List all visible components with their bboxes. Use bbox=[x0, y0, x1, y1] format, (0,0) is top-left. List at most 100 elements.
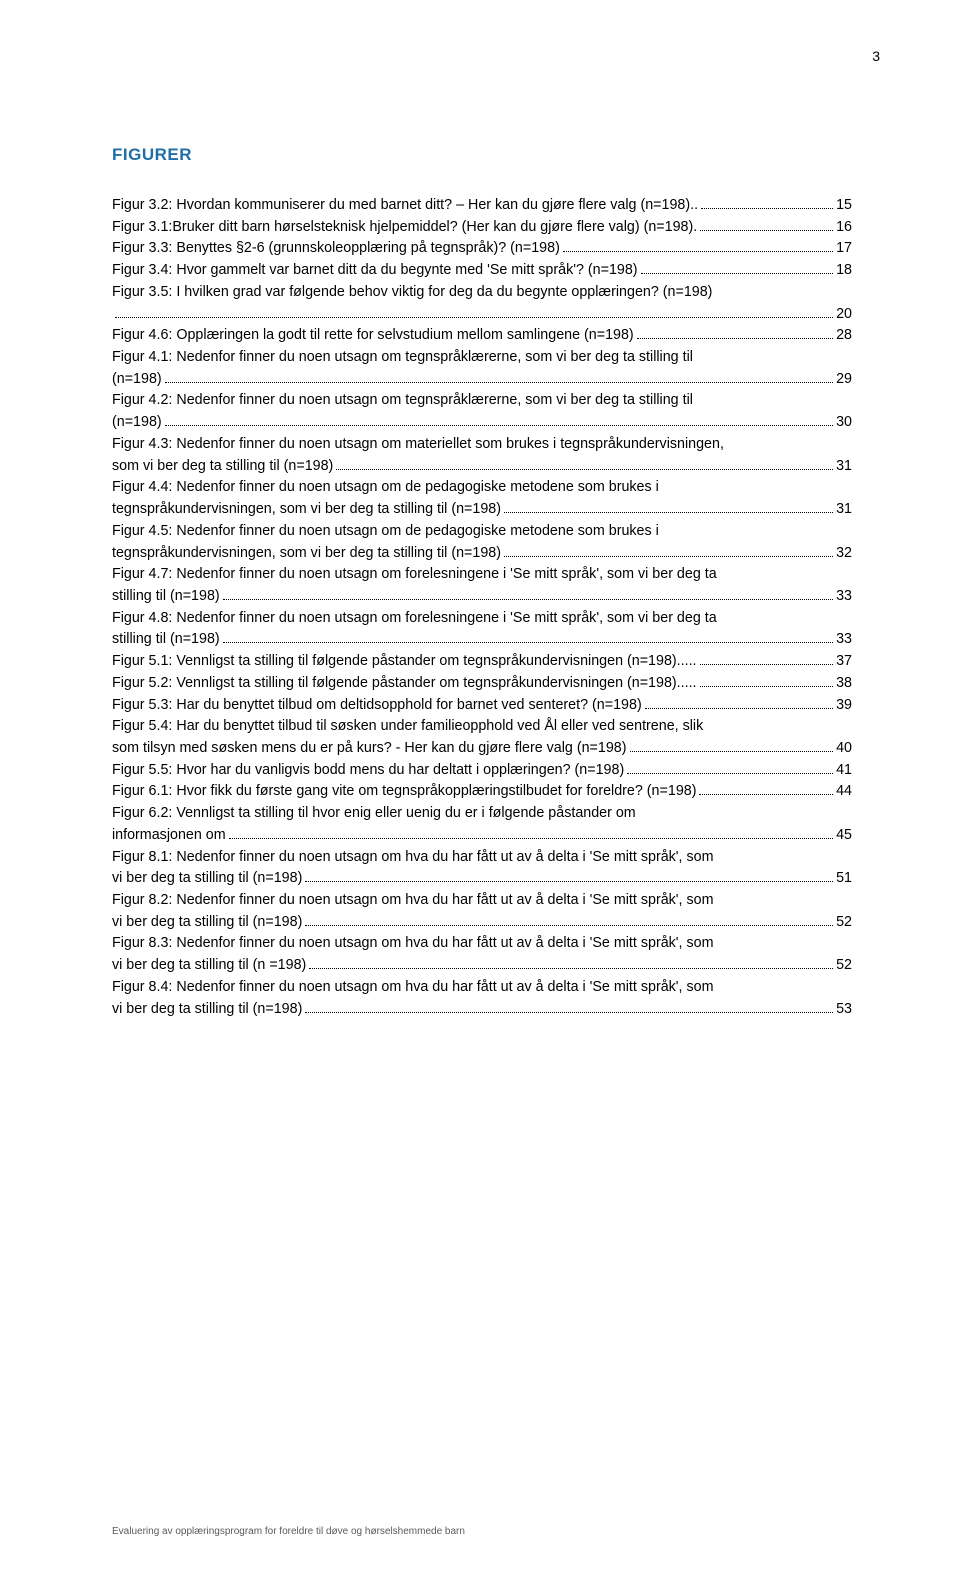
toc-entry: Figur 4.1: Nedenfor finner du noen utsag… bbox=[112, 347, 852, 369]
toc-entry: Figur 5.2: Vennligst ta stilling til føl… bbox=[112, 673, 852, 695]
toc-leader-dots bbox=[637, 325, 833, 339]
toc-leader-dots bbox=[305, 868, 833, 882]
toc-entry-page: 20 bbox=[836, 304, 852, 326]
toc-entry-text: Figur 4.1: Nedenfor finner du noen utsag… bbox=[112, 347, 693, 369]
toc-entry-page: 15 bbox=[836, 195, 852, 217]
toc-entry-text: Figur 3.2: Hvordan kommuniserer du med b… bbox=[112, 195, 698, 217]
toc-leader-dots bbox=[165, 369, 833, 383]
toc-entry-text: Figur 8.2: Nedenfor finner du noen utsag… bbox=[112, 890, 714, 912]
toc-entry-page: 29 bbox=[836, 369, 852, 391]
toc-leader-dots bbox=[223, 586, 833, 600]
toc-entry-page: 30 bbox=[836, 412, 852, 434]
toc-entry-text: Figur 4.6: Opplæringen la godt til rette… bbox=[112, 325, 634, 347]
toc-entry-page: 53 bbox=[836, 999, 852, 1021]
footer-text: Evaluering av opplæringsprogram for fore… bbox=[112, 1526, 465, 1537]
toc-entry-text: Figur 8.1: Nedenfor finner du noen utsag… bbox=[112, 847, 714, 869]
toc-entry-text: Figur 3.3: Benyttes §2-6 (grunnskoleoppl… bbox=[112, 238, 560, 260]
toc-entry: Figur 3.5: I hvilken grad var følgende b… bbox=[112, 282, 852, 304]
toc-entry-text: informasjonen om bbox=[112, 825, 226, 847]
toc-leader-dots bbox=[700, 217, 833, 231]
toc-leader-dots bbox=[504, 543, 833, 557]
toc-entry: Figur 6.1: Hvor fikk du første gang vite… bbox=[112, 781, 852, 803]
toc-entry: Figur 8.2: Nedenfor finner du noen utsag… bbox=[112, 890, 852, 912]
toc-entry-text: tegnspråkundervisningen, som vi ber deg … bbox=[112, 499, 501, 521]
toc-leader-dots bbox=[701, 195, 833, 209]
toc-entry-text: Figur 4.4: Nedenfor finner du noen utsag… bbox=[112, 477, 659, 499]
toc-entry-page: 31 bbox=[836, 499, 852, 521]
toc-leader-dots bbox=[627, 760, 833, 774]
toc-entry-text: Figur 4.2: Nedenfor finner du noen utsag… bbox=[112, 390, 693, 412]
toc-entry-text: vi ber deg ta stilling til (n=198) bbox=[112, 868, 302, 890]
toc-entry: vi ber deg ta stilling til (n =198) 52 bbox=[112, 955, 852, 977]
toc-entry-text: Figur 6.1: Hvor fikk du første gang vite… bbox=[112, 781, 696, 803]
toc-leader-dots bbox=[229, 825, 833, 839]
toc-entry-text: Figur 4.5: Nedenfor finner du noen utsag… bbox=[112, 521, 659, 543]
toc-entry: Figur 3.2: Hvordan kommuniserer du med b… bbox=[112, 195, 852, 217]
toc-leader-dots bbox=[641, 260, 834, 274]
toc-leader-dots bbox=[700, 651, 834, 665]
toc-entry-text: Figur 5.2: Vennligst ta stilling til føl… bbox=[112, 673, 697, 695]
toc-entry: Figur 5.4: Har du benyttet tilbud til sø… bbox=[112, 716, 852, 738]
toc-entry-text: Figur 4.7: Nedenfor finner du noen utsag… bbox=[112, 564, 717, 586]
toc-leader-dots bbox=[223, 630, 833, 644]
toc-entry: som tilsyn med søsken mens du er på kurs… bbox=[112, 738, 852, 760]
toc-entry: Figur 3.1:Bruker ditt barn hørselsteknis… bbox=[112, 217, 852, 239]
toc-entry-text: stilling til (n=198) bbox=[112, 629, 220, 651]
toc-leader-dots bbox=[630, 738, 834, 752]
toc-entry-text: stilling til (n=198) bbox=[112, 586, 220, 608]
toc-entry-text: Figur 5.1: Vennligst ta stilling til føl… bbox=[112, 651, 697, 673]
toc-entry-page: 52 bbox=[836, 912, 852, 934]
toc-entry: tegnspråkundervisningen, som vi ber deg … bbox=[112, 499, 852, 521]
toc-leader-dots bbox=[336, 456, 833, 470]
toc-entry: stilling til (n=198) 33 bbox=[112, 586, 852, 608]
toc-leader-dots bbox=[645, 695, 833, 709]
toc-entry-page: 17 bbox=[836, 238, 852, 260]
toc-entry-page: 41 bbox=[836, 760, 852, 782]
toc-entry: Figur 4.2: Nedenfor finner du noen utsag… bbox=[112, 390, 852, 412]
toc-entry-page: 18 bbox=[836, 260, 852, 282]
toc-entry: stilling til (n=198) 33 bbox=[112, 629, 852, 651]
toc-entry: 20 bbox=[112, 304, 852, 326]
toc-entry-text: Figur 3.4: Hvor gammelt var barnet ditt … bbox=[112, 260, 638, 282]
toc-leader-dots bbox=[309, 955, 833, 969]
content-area: FIGURER Figur 3.2: Hvordan kommuniserer … bbox=[112, 145, 852, 1020]
toc-entry: Figur 8.3: Nedenfor finner du noen utsag… bbox=[112, 933, 852, 955]
toc-entry-text: Figur 8.4: Nedenfor finner du noen utsag… bbox=[112, 977, 714, 999]
toc-entry-text: Figur 5.4: Har du benyttet tilbud til sø… bbox=[112, 716, 703, 738]
toc-entry-page: 31 bbox=[836, 456, 852, 478]
toc-entry-page: 33 bbox=[836, 629, 852, 651]
toc-entry: Figur 4.3: Nedenfor finner du noen utsag… bbox=[112, 434, 852, 456]
toc-entry-text: tegnspråkundervisningen, som vi ber deg … bbox=[112, 543, 501, 565]
page-number: 3 bbox=[872, 48, 880, 64]
toc-entry: Figur 4.8: Nedenfor finner du noen utsag… bbox=[112, 608, 852, 630]
toc-entry-text: Figur 5.3: Har du benyttet tilbud om del… bbox=[112, 695, 642, 717]
toc-entry: Figur 4.7: Nedenfor finner du noen utsag… bbox=[112, 564, 852, 586]
toc-entry-page: 32 bbox=[836, 543, 852, 565]
toc-entry-page: 40 bbox=[836, 738, 852, 760]
toc-entry: Figur 5.1: Vennligst ta stilling til føl… bbox=[112, 651, 852, 673]
toc-leader-dots bbox=[699, 782, 833, 796]
toc-entry-text: (n=198) bbox=[112, 369, 162, 391]
toc-entry-page: 38 bbox=[836, 673, 852, 695]
toc-leader-dots bbox=[305, 999, 833, 1013]
toc-entry-page: 16 bbox=[836, 217, 852, 239]
toc-entry-page: 37 bbox=[836, 651, 852, 673]
toc-leader-dots bbox=[504, 499, 833, 513]
toc-entry-page: 45 bbox=[836, 825, 852, 847]
toc-entry-page: 44 bbox=[836, 781, 852, 803]
toc-entry-page: 39 bbox=[836, 695, 852, 717]
toc-entry: Figur 4.5: Nedenfor finner du noen utsag… bbox=[112, 521, 852, 543]
toc-leader-dots bbox=[165, 412, 833, 426]
toc-entry-text: vi ber deg ta stilling til (n=198) bbox=[112, 912, 302, 934]
toc-entry: Figur 4.4: Nedenfor finner du noen utsag… bbox=[112, 477, 852, 499]
toc-entry: vi ber deg ta stilling til (n=198) 52 bbox=[112, 912, 852, 934]
toc-entry-text: vi ber deg ta stilling til (n =198) bbox=[112, 955, 306, 977]
toc-entry-text: Figur 4.8: Nedenfor finner du noen utsag… bbox=[112, 608, 717, 630]
toc-entry-text: vi ber deg ta stilling til (n=198) bbox=[112, 999, 302, 1021]
toc-entry-text: Figur 5.5: Hvor har du vanligvis bodd me… bbox=[112, 760, 624, 782]
toc-entry: tegnspråkundervisningen, som vi ber deg … bbox=[112, 543, 852, 565]
toc-entry-text: Figur 3.1:Bruker ditt barn hørselsteknis… bbox=[112, 217, 697, 239]
toc-entry-text: Figur 3.5: I hvilken grad var følgende b… bbox=[112, 282, 712, 304]
toc-entry-page: 33 bbox=[836, 586, 852, 608]
toc-entry-page: 51 bbox=[836, 868, 852, 890]
